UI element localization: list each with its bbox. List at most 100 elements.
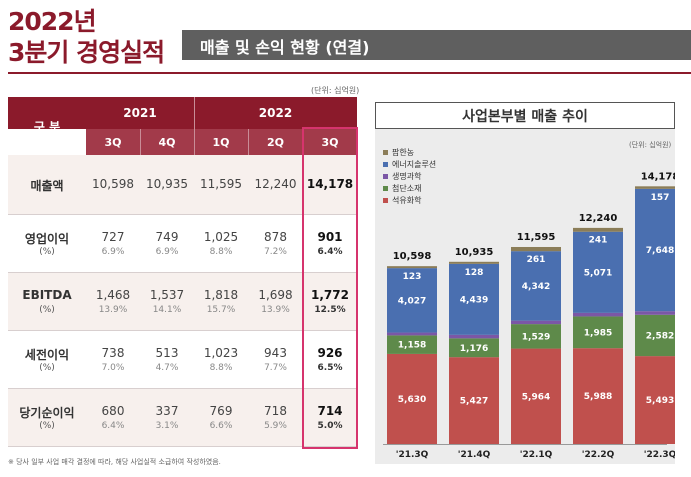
cell-value: 943 bbox=[264, 346, 287, 360]
cell-value: 1,772 bbox=[311, 288, 349, 302]
cell-pct: 5.9% bbox=[264, 421, 287, 431]
bar-total-label: 12,240 bbox=[579, 213, 618, 224]
data-label: 241 bbox=[589, 236, 608, 246]
cell-value: 738 bbox=[101, 346, 125, 360]
bar-segment bbox=[449, 334, 499, 339]
title-year: 2022년 bbox=[8, 7, 97, 36]
data-label: 4,439 bbox=[460, 295, 488, 305]
data-label: 7,648 bbox=[646, 246, 674, 256]
legend-label: 첨단소재 bbox=[392, 184, 422, 193]
row-pct-label: (%) bbox=[39, 305, 55, 315]
cell-pct: 6.9% bbox=[155, 247, 179, 257]
bar-segment bbox=[573, 227, 623, 232]
legend-label: 팜한농 bbox=[392, 148, 415, 157]
row-pct-label: (%) bbox=[39, 247, 55, 257]
bar-segment bbox=[573, 231, 623, 313]
cell-pct: 8.8% bbox=[209, 363, 233, 373]
header-q-22-3q: 3Q bbox=[321, 135, 339, 149]
cell-value: 12,240 bbox=[254, 177, 297, 191]
legend-swatch-icon bbox=[383, 150, 388, 155]
bar-segment bbox=[573, 348, 623, 444]
cell-pct: 13.9% bbox=[261, 305, 290, 315]
data-label: 5,630 bbox=[398, 395, 426, 405]
cell-value: 1,025 bbox=[203, 230, 239, 244]
stacked-bar-chart: 5,6301,1581774,02712310,598'21.3Q5,4271,… bbox=[383, 171, 675, 460]
data-label: 1,985 bbox=[584, 328, 612, 338]
x-tick-label: '22.3Q bbox=[644, 450, 675, 460]
data-label: 1,158 bbox=[398, 341, 426, 351]
cell-value: 1,023 bbox=[203, 346, 239, 360]
cell-value: 11,595 bbox=[200, 177, 242, 191]
cell-pct: 7.7% bbox=[264, 363, 287, 373]
bar-segment bbox=[511, 251, 561, 321]
header-divider bbox=[248, 129, 249, 155]
bar-segment bbox=[449, 263, 499, 335]
data-label: 1,176 bbox=[460, 344, 488, 354]
bar-segment bbox=[635, 311, 675, 315]
legend-item-farm-hannong: 팜한농 bbox=[383, 147, 414, 158]
cell-pct: 6.9% bbox=[101, 247, 125, 257]
legend-item-advanced-materials: 첨단소재 bbox=[383, 183, 421, 194]
bar-segment bbox=[449, 338, 499, 358]
row-label: 세전이익 bbox=[24, 348, 70, 362]
row-label: 당기순이익 bbox=[19, 406, 75, 420]
cell-pct: 14.1% bbox=[152, 305, 182, 315]
bar-segment bbox=[387, 268, 437, 333]
bar-total-label: 14,178 bbox=[641, 171, 675, 182]
title-subtitle: 3분기 경영실적 bbox=[8, 38, 165, 67]
cell-value: 14,178 bbox=[306, 177, 354, 191]
cell-value: 513 bbox=[155, 346, 179, 360]
cell-value: 1,537 bbox=[149, 288, 185, 302]
cell-pct: 5.0% bbox=[317, 421, 343, 431]
bar-segment bbox=[449, 261, 499, 264]
cell-value: 1,698 bbox=[258, 288, 293, 302]
bar-segment bbox=[573, 312, 623, 317]
current-quarter-highlight bbox=[302, 127, 358, 449]
bar-total-label: 10,598 bbox=[393, 251, 432, 262]
data-label: 261 bbox=[527, 255, 546, 265]
bar-segment bbox=[635, 356, 675, 444]
cell-value: 769 bbox=[209, 404, 233, 418]
header-year-2021: 2021 bbox=[123, 106, 157, 120]
row-label: 매출액 bbox=[30, 179, 64, 193]
cell-pct: 13.9% bbox=[98, 305, 128, 315]
table-row-operating-profit: 영업이익 (%) 727 749 1,025 878 901 6.9% 6.9%… bbox=[8, 215, 357, 273]
title-divider bbox=[8, 72, 691, 74]
bar-segment bbox=[511, 348, 561, 444]
legend-label: 에너지솔루션 bbox=[392, 160, 437, 169]
bar-segment bbox=[387, 353, 437, 444]
cell-value: 10,598 bbox=[92, 177, 134, 191]
chart-title: 사업본부별 매출 추이 bbox=[375, 102, 675, 129]
section-header-text: 매출 및 손익 현황 (연결) bbox=[200, 38, 370, 57]
header-q-21-3q: 3Q bbox=[104, 135, 122, 149]
table-header-bottom bbox=[86, 129, 357, 155]
table-row-net-income: 당기순이익 (%) 680 337 769 718 714 6.4% 3.1% … bbox=[8, 389, 357, 447]
x-tick-label: '21.3Q bbox=[396, 450, 429, 460]
header-q-21-4q: 4Q bbox=[158, 135, 176, 149]
cell-pct: 7.2% bbox=[264, 247, 287, 257]
cell-pct: 6.4% bbox=[101, 421, 125, 431]
legend-swatch-icon bbox=[383, 198, 388, 203]
cell-value: 10,935 bbox=[146, 177, 188, 191]
cell-value: 714 bbox=[317, 404, 343, 418]
x-tick-label: '21.4Q bbox=[458, 450, 491, 460]
bar-segment bbox=[635, 186, 675, 189]
bar-segment bbox=[387, 332, 437, 336]
cell-value: 1,818 bbox=[203, 288, 239, 302]
chart-unit: (단위: 십억원) bbox=[629, 141, 672, 149]
bar-segment bbox=[511, 320, 561, 325]
bar-segment bbox=[387, 335, 437, 354]
cell-pct: 6.5% bbox=[317, 363, 343, 373]
row-pct-label: (%) bbox=[39, 421, 55, 431]
legend-swatch-icon bbox=[383, 186, 388, 191]
cell-pct: 12.5% bbox=[314, 305, 346, 315]
footnote: ※ 당사 일부 사업 매각 결정에 따라, 해당 사업실적 소급하여 작성하였음… bbox=[8, 458, 221, 466]
table-row-sales: 매출액 10,598 10,935 11,595 12,240 14,178 bbox=[8, 155, 357, 215]
bar-total-label: 11,595 bbox=[517, 232, 556, 243]
table-unit: (단위: 십억원) bbox=[311, 86, 360, 95]
legend-swatch-icon bbox=[383, 162, 388, 167]
cell-value: 718 bbox=[264, 404, 287, 418]
bar-segment bbox=[449, 357, 499, 444]
row-label: EBITDA bbox=[22, 288, 72, 302]
cell-pct: 3.1% bbox=[155, 421, 179, 431]
